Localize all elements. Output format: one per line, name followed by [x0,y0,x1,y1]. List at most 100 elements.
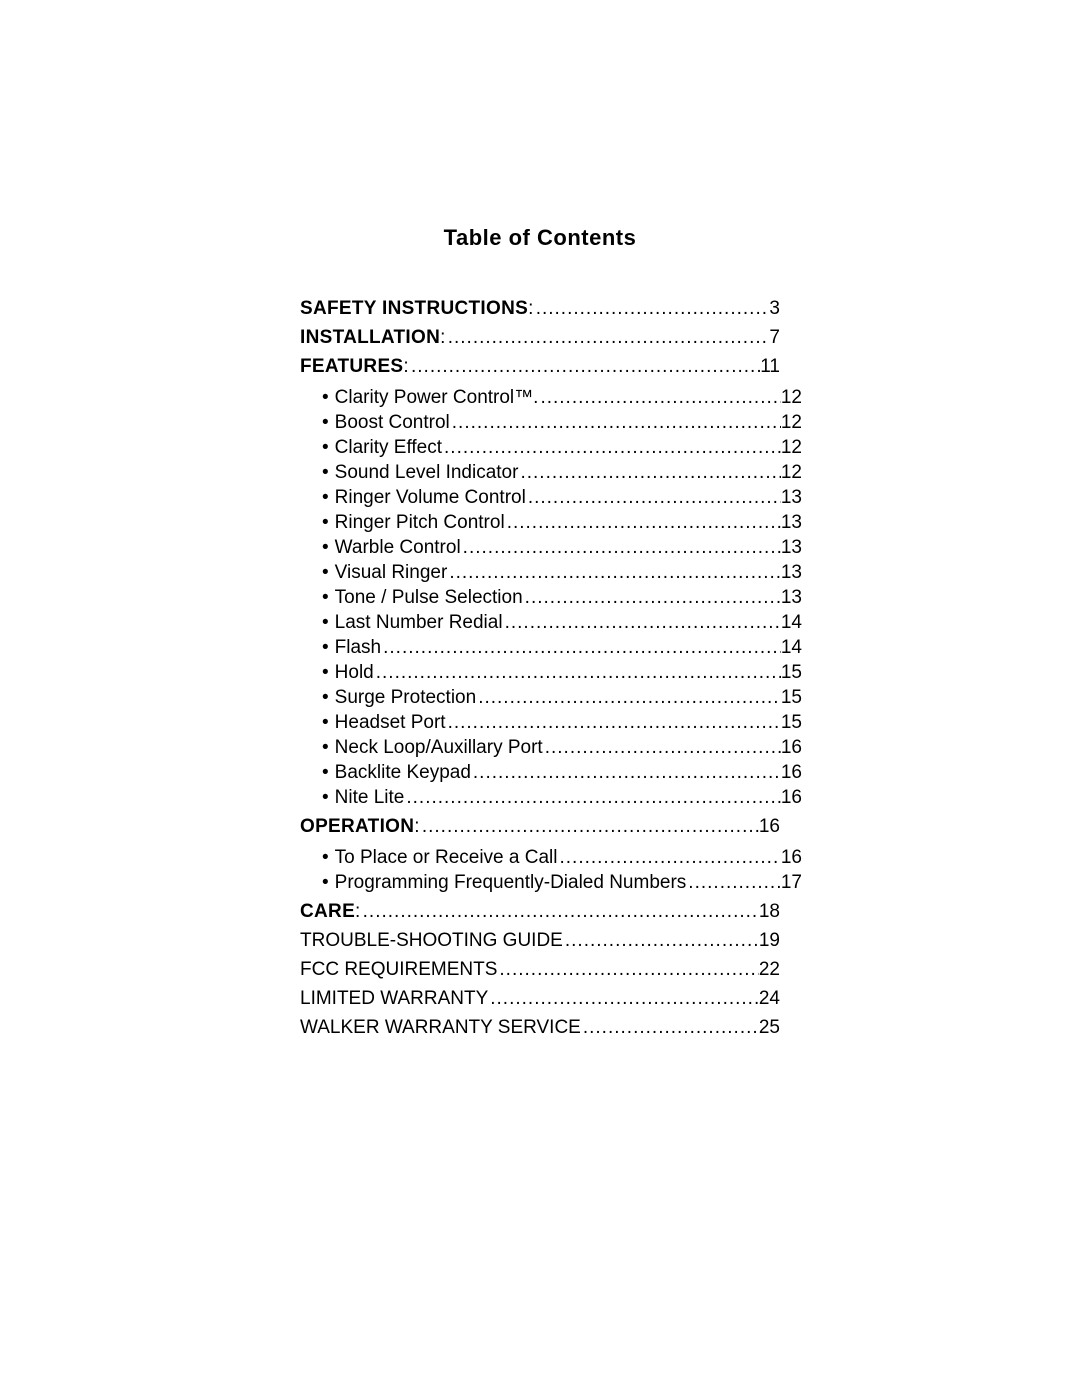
toc-subitem: • Boost Control ........................… [300,413,802,432]
bullet-icon: • [322,538,329,557]
toc-page: 13 [781,588,802,607]
toc-subitem: • Nite Lite ............................… [300,788,802,807]
leader-dots: ........................................… [543,738,781,757]
leader-dots: ........................................… [450,413,781,432]
bullet-icon: • [322,873,329,892]
toc-label: FCC REQUIREMENTS [300,960,497,979]
toc-sub-label: To Place or Receive a Call [335,848,558,867]
toc-section-features: FEATURES: ..............................… [300,357,780,376]
toc-page: 14 [781,613,802,632]
toc-subitem: • Surge Protection .....................… [300,688,802,707]
leader-dots: ........................................… [471,763,781,782]
toc-sub-label: Ringer Volume Control [335,488,526,507]
bullet-icon: • [322,663,329,682]
toc-sub-label: Last Number Redial [335,613,503,632]
bullet-icon: • [322,638,329,657]
leader-dots: ........................................… [538,388,780,407]
toc-page: 11 [760,357,780,376]
toc-subitem: • To Place or Receive a Call ...........… [300,848,802,867]
document-page: Table of Contents SAFETY INSTRUCTIONS: .… [0,0,1080,1397]
toc-label: WALKER WARRANTY SERVICE [300,1018,581,1037]
bullet-icon: • [322,713,329,732]
toc-subitem: • Ringer Pitch Control .................… [300,513,802,532]
toc-subitem: • Clarity Effect .......................… [300,438,802,457]
toc-page: 19 [759,931,780,950]
toc-section-troubleshooting: TROUBLE-SHOOTING GUIDE .................… [300,931,780,950]
table-of-contents: SAFETY INSTRUCTIONS: ...................… [300,299,780,1037]
bullet-icon: • [322,438,329,457]
toc-page: 15 [781,713,802,732]
leader-dots: ........................................… [488,989,759,1008]
leader-dots: ........................................… [518,463,780,482]
toc-page: 12 [781,463,802,482]
leader-dots: ........................................… [446,328,770,347]
toc-sub-label: Neck Loop/Auxillary Port [335,738,543,757]
toc-page: 13 [781,538,802,557]
bullet-icon: • [322,488,329,507]
toc-sub-label: Flash [335,638,381,657]
toc-page: 12 [781,438,802,457]
leader-dots: ........................................… [381,638,781,657]
leader-dots: ........................................… [404,788,781,807]
toc-page: 7 [769,328,780,347]
toc-page: 12 [781,413,802,432]
toc-section-operation: OPERATION: .............................… [300,817,780,836]
leader-dots: ........................................… [361,902,759,921]
bullet-icon: • [322,463,329,482]
leader-dots: ........................................… [461,538,781,557]
toc-sub-label: Clarity Effect [335,438,442,457]
toc-sub-label: Clarity Power Control™. [335,388,539,407]
leader-dots: ........................................… [446,713,781,732]
leader-dots: ........................................… [526,488,781,507]
leader-dots: ........................................… [409,357,760,376]
toc-subitem: • Backlite Keypad ......................… [300,763,802,782]
leader-dots: ........................................… [447,563,781,582]
toc-page: 13 [781,488,802,507]
toc-page: 13 [781,513,802,532]
bullet-icon: • [322,513,329,532]
toc-section-care: CARE: ..................................… [300,902,780,921]
leader-dots: ........................................… [505,513,781,532]
bullet-icon: • [322,688,329,707]
toc-page: 16 [781,763,802,782]
bullet-icon: • [322,763,329,782]
toc-subitem: • Last Number Redial ...................… [300,613,802,632]
toc-subitem: • Sound Level Indicator ................… [300,463,802,482]
toc-label: TROUBLE-SHOOTING GUIDE [300,931,563,950]
toc-page: 16 [781,738,802,757]
toc-sub-label: Hold [335,663,374,682]
bullet-icon: • [322,738,329,757]
bullet-icon: • [322,388,329,407]
toc-page: 18 [759,902,780,921]
leader-dots: ........................................… [563,931,759,950]
toc-page: 15 [781,663,802,682]
toc-sub-label: Surge Protection [335,688,477,707]
toc-section-fcc: FCC REQUIREMENTS .......................… [300,960,780,979]
bullet-icon: • [322,413,329,432]
toc-label: SAFETY INSTRUCTIONS: [300,299,534,318]
leader-dots: ........................................… [686,873,781,892]
toc-page: 17 [781,873,802,892]
leader-dots: ........................................… [581,1018,759,1037]
toc-sub-label: Ringer Pitch Control [335,513,505,532]
toc-page: 15 [781,688,802,707]
toc-subitem: • Neck Loop/Auxillary Port .............… [300,738,802,757]
toc-section-warranty: LIMITED WARRANTY .......................… [300,989,780,1008]
toc-subitem: • Ringer Volume Control ................… [300,488,802,507]
bullet-icon: • [322,588,329,607]
toc-sub-label: Headset Port [335,713,446,732]
leader-dots: ........................................… [557,848,780,867]
toc-sub-label: Backlite Keypad [335,763,471,782]
toc-title: Table of Contents [0,225,1080,251]
toc-label: OPERATION: [300,817,420,836]
toc-page: 13 [781,563,802,582]
toc-subitem: • Warble Control .......................… [300,538,802,557]
leader-dots: ........................................… [442,438,781,457]
toc-page: 24 [759,989,780,1008]
bullet-icon: • [322,563,329,582]
toc-sub-label: Nite Lite [335,788,405,807]
leader-dots: ........................................… [420,817,759,836]
leader-dots: ........................................… [476,688,781,707]
toc-subitem: • Programming Frequently-Dialed Numbers … [300,873,802,892]
toc-page: 16 [759,817,780,836]
